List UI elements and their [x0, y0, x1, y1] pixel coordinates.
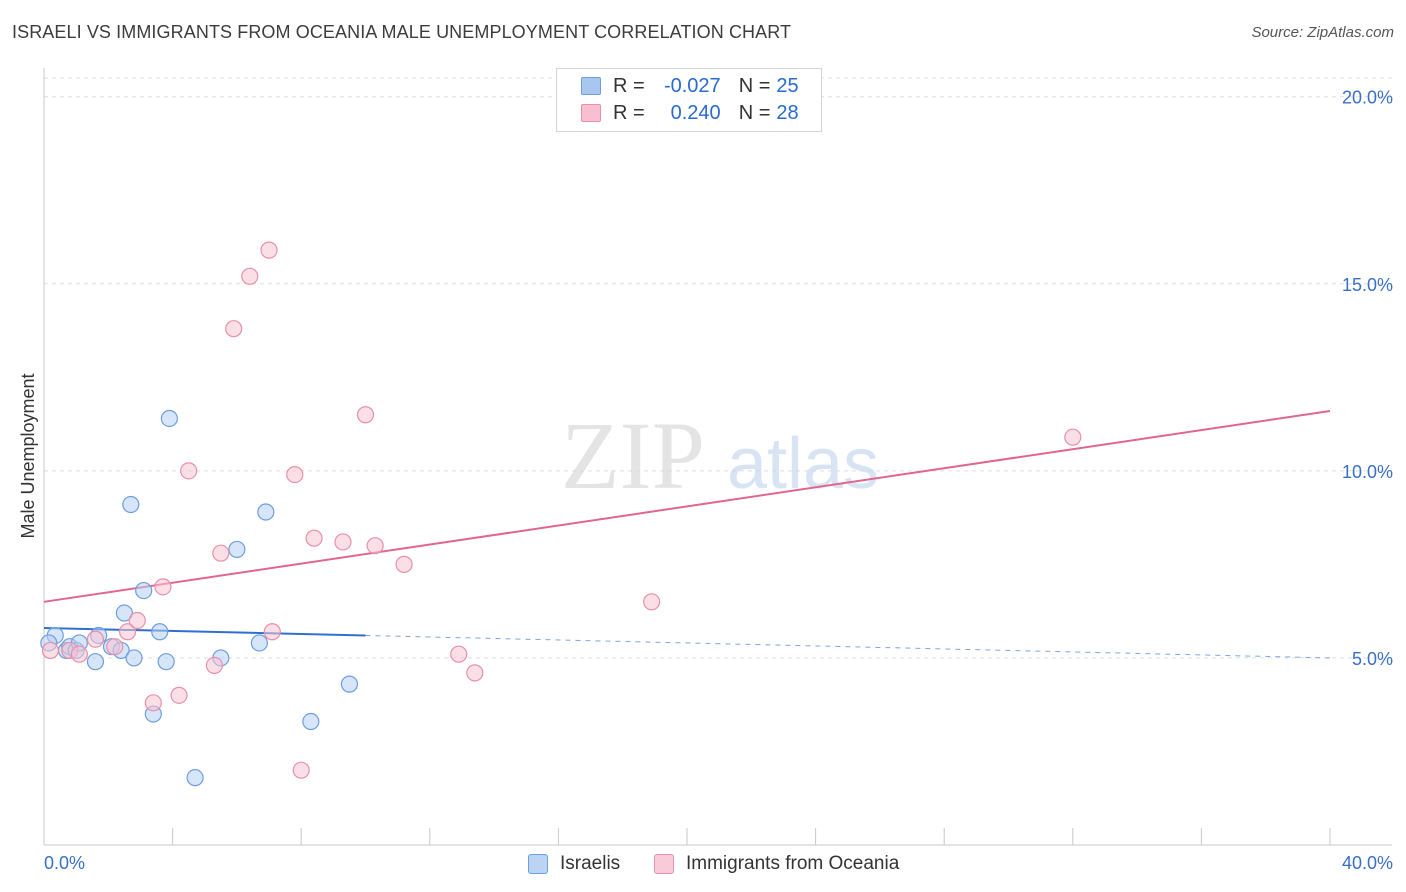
point-oceania: [118, 623, 137, 641]
point-oceania: [154, 578, 172, 596]
point-oceania: [144, 694, 162, 712]
point-oceania: [205, 656, 223, 675]
legend-r-value: 0.240: [670, 101, 721, 124]
chart-title: ISRAELI VS IMMIGRANTS FROM OCEANIA MALE …: [12, 22, 792, 42]
tick-labels: 5.0% 10.0% 15.0% 20.0% 0.0% 40.0%: [44, 88, 1393, 873]
source-label: Source: ZipAtlas.com: [1251, 24, 1394, 41]
trend-line-israelis-extension: [365, 634, 1331, 659]
point-oceania: [356, 406, 375, 424]
point-oceania: [334, 533, 352, 551]
legend-row-israelis: R = -0.027 N = 25: [581, 74, 799, 98]
point-oceania: [305, 529, 323, 547]
point-oceania: [128, 611, 146, 630]
point-israelis: [125, 649, 143, 667]
y-tick-label: 10.0%: [1342, 462, 1393, 482]
y-tick-label: 15.0%: [1342, 275, 1393, 295]
legend-r-label: R =: [613, 74, 645, 97]
legend-n-value: 28: [776, 101, 799, 124]
legend-n-label: N =: [738, 74, 771, 97]
x-tick-label: 40.0%: [1342, 853, 1393, 873]
point-oceania: [450, 645, 468, 663]
point-oceania: [70, 645, 88, 663]
legend-swatch-oceania: [581, 104, 601, 122]
y-tick-label: 20.0%: [1342, 88, 1393, 108]
legend-r-value: -0.027: [663, 74, 721, 97]
point-israelis: [122, 495, 140, 514]
point-oceania: [225, 320, 243, 338]
point-israelis: [257, 503, 275, 521]
point-oceania: [395, 555, 413, 573]
trend-line-oceania: [43, 410, 1331, 603]
point-israelis: [250, 634, 269, 652]
legend-r-label: R =: [613, 101, 645, 124]
x-tick-label: 0.0%: [44, 853, 85, 873]
point-israelis: [302, 712, 320, 731]
point-oceania: [263, 623, 281, 641]
axes: [43, 68, 1392, 846]
point-oceania: [180, 462, 198, 480]
point-israelis: [135, 581, 153, 600]
point-oceania: [170, 686, 188, 704]
legend-row-oceania: R = 0.240 N = 28: [581, 101, 799, 125]
bottom-legend-label-oceania: Immigrants from Oceania: [686, 853, 900, 874]
bottom-legend-oceania: Immigrants from Oceania: [654, 851, 899, 877]
legend-swatch-israelis: [581, 77, 601, 95]
point-israelis: [115, 604, 133, 622]
bottom-legend-israelis: Israelis: [528, 851, 620, 877]
point-israelis: [86, 653, 105, 671]
y-axis-label: Male Unemployment: [18, 373, 38, 538]
correlation-legend: R = -0.027 N = 25 R = 0.240 N = 28: [556, 68, 822, 132]
watermark-zip: ZIP: [561, 402, 705, 509]
point-oceania: [106, 638, 124, 656]
point-oceania: [241, 267, 259, 285]
point-israelis: [228, 540, 246, 559]
point-israelis: [186, 769, 204, 787]
legend-n-value: 25: [776, 74, 799, 97]
data-points: [40, 241, 1082, 787]
point-israelis: [160, 409, 178, 428]
point-oceania: [286, 465, 304, 484]
y-tick-label: 5.0%: [1352, 649, 1393, 669]
point-israelis: [157, 653, 175, 671]
bottom-legend-swatch-israelis: [528, 854, 548, 874]
bottom-legend-swatch-oceania: [654, 854, 674, 874]
point-israelis: [340, 675, 359, 693]
point-oceania: [643, 593, 661, 611]
bottom-legend-label-israelis: Israelis: [560, 853, 621, 874]
point-oceania: [260, 241, 278, 259]
point-oceania: [1064, 428, 1082, 446]
point-israelis: [151, 623, 169, 641]
point-oceania: [366, 537, 384, 555]
point-oceania: [41, 641, 60, 660]
watermark-atlas: atlas: [727, 424, 879, 504]
point-oceania: [466, 664, 484, 682]
legend-n-label: N =: [738, 101, 771, 124]
point-oceania: [292, 761, 310, 779]
point-oceania: [86, 630, 105, 648]
point-oceania: [212, 544, 230, 562]
